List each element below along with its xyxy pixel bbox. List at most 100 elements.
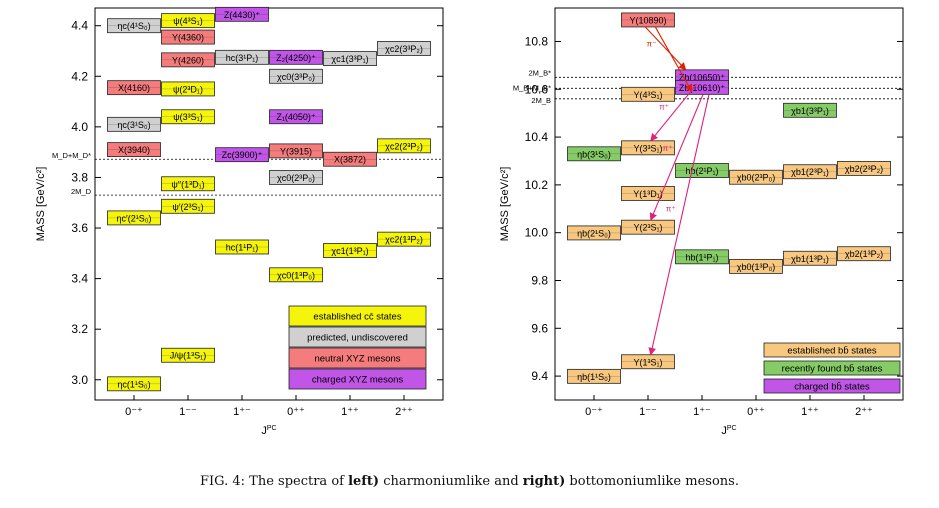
threshold-label: 2M_B* xyxy=(528,68,551,77)
state-label: χb1(3³P₁) xyxy=(791,106,829,116)
state-level: ηb(3¹S₀) xyxy=(567,146,621,162)
x-tick-label: 0⁺⁺ xyxy=(747,406,765,418)
state-box xyxy=(269,109,323,125)
x-tick-label: 2⁺⁺ xyxy=(395,406,413,418)
state-label: ηc′(2¹S₀) xyxy=(117,213,152,223)
state-label: hb(1¹P₁) xyxy=(685,252,718,262)
state-box xyxy=(161,52,215,68)
legend: established bb̄ states recently found bb̄… xyxy=(763,342,901,394)
caption-suffix: bottomoniumlike mesons. xyxy=(565,474,739,489)
state-label: ηb(1¹S₀) xyxy=(577,372,611,382)
state-box xyxy=(215,239,269,255)
state-label: χc2(1³P₂) xyxy=(385,235,423,245)
y-tick-label: 10.6 xyxy=(525,82,549,96)
state-label: χb0(1³P₀) xyxy=(737,262,775,272)
state-level: χb0(2³P₀) xyxy=(729,169,783,185)
state-label: hb(2¹P₁) xyxy=(685,166,718,176)
state-level: Zb(10610)⁺ xyxy=(675,79,729,95)
state-label: Z(4430)⁺ xyxy=(224,10,261,20)
state-box xyxy=(729,169,783,185)
x-axis-label: JPC xyxy=(721,425,736,437)
state-box xyxy=(729,258,783,274)
state-label: χc0(1³P₀) xyxy=(277,270,315,280)
state-level: Y(4260) xyxy=(161,52,215,68)
state-box xyxy=(675,249,729,265)
state-level: χb1(3³P₁) xyxy=(783,102,837,118)
state-level: Υ(10890) xyxy=(621,12,675,28)
x-tick-label: 1⁻⁻ xyxy=(639,406,657,418)
caption-bold-left: left) xyxy=(348,474,380,489)
state-label: ηb(2¹S₀) xyxy=(577,228,611,238)
state-level: χc2(3³P₂) xyxy=(377,41,431,56)
plot-frame xyxy=(94,7,444,401)
state-label: χc1(1³P₁) xyxy=(331,246,368,256)
state-level: χc2(2³P₂) xyxy=(377,138,431,154)
legend-label: established cc̄ states xyxy=(313,312,401,323)
state-level: ηc(4¹S₀) xyxy=(107,18,161,34)
state-label: X(4160) xyxy=(118,83,150,93)
state-box xyxy=(269,49,323,65)
y-tick-label: 4.4 xyxy=(71,19,88,33)
state-label: Υ(3³S₁) xyxy=(633,143,662,153)
transition-label: π⁻ xyxy=(647,39,657,48)
state-level: Z₁(4050)⁺ xyxy=(269,109,323,125)
state-box xyxy=(567,146,621,162)
state-box xyxy=(269,170,323,185)
state-label: Z₂(4250)⁺ xyxy=(276,53,316,63)
y-tick-label: 10.0 xyxy=(525,226,549,240)
legend-swatch xyxy=(288,326,427,348)
state-level: ηc′(2¹S₀) xyxy=(107,210,161,226)
x-tick-label: 2⁺⁺ xyxy=(855,406,873,418)
plot-frame xyxy=(554,7,904,401)
state-level: χc0(1³P₀) xyxy=(269,267,323,283)
y-axis-label: MASS [GeV/c²] xyxy=(499,167,511,242)
state-box xyxy=(377,41,431,56)
x-tick-label: 1⁻⁻ xyxy=(179,406,197,418)
threshold-label: 2M_B xyxy=(531,96,551,105)
state-box xyxy=(269,267,323,283)
state-label: ηc(3¹S₀) xyxy=(117,120,150,130)
state-box xyxy=(621,186,675,201)
state-label: ψ(2³D₁) xyxy=(173,84,203,94)
state-level: hb(2¹P₁) xyxy=(675,163,729,178)
transition-label: π⁺ xyxy=(663,144,673,153)
state-box xyxy=(215,6,269,22)
state-level: X(3872) xyxy=(323,151,377,167)
state-label: Υ(2³S₁) xyxy=(633,223,662,233)
state-level: hb(1¹P₁) xyxy=(675,249,729,265)
state-level: Υ(1³D₁) xyxy=(621,186,675,201)
state-box xyxy=(107,116,161,132)
state-level: ψ(3³S₁) xyxy=(161,109,215,125)
state-label: Zb(10650)⁺ xyxy=(679,72,726,82)
charmonium-panel: 3.0 3.2 3.4 3.6 3.8 4.0 4.2 4.4 MASS [GeV/c²] 0⁻⁺… xyxy=(35,6,444,437)
state-box xyxy=(161,176,215,192)
state-label: χb1(2³P₁) xyxy=(791,167,829,177)
state-box xyxy=(161,29,215,45)
legend-swatch xyxy=(763,360,901,376)
legend-swatch xyxy=(288,305,427,327)
state-level: Y(4360) xyxy=(161,29,215,45)
state-box xyxy=(215,147,269,163)
state-label: ηc(1¹S₀) xyxy=(117,379,150,389)
state-box xyxy=(621,140,675,156)
transition-label: π⁺ xyxy=(659,102,669,111)
state-level: χb0(1³P₀) xyxy=(729,258,783,274)
state-label: X(3872) xyxy=(334,155,366,165)
state-box xyxy=(377,231,431,247)
x-tick-label: 1⁺⁺ xyxy=(341,406,359,418)
state-level: Y(3915) xyxy=(269,143,323,159)
state-level: ηc(3¹S₀) xyxy=(107,116,161,132)
state-level: hc(1¹P₁) xyxy=(215,239,269,255)
threshold-label: 2M_D xyxy=(71,187,92,196)
state-level: Zc(3900)⁺ xyxy=(215,147,269,163)
state-box xyxy=(215,49,269,65)
state-level: χc0(3³P₀) xyxy=(269,68,323,84)
state-label: χc0(2³P₀) xyxy=(277,173,315,183)
transition-label: π⁺ xyxy=(666,205,676,214)
state-level: ηc(1¹S₀) xyxy=(107,376,161,392)
state-level: ηb(1¹S₀) xyxy=(567,368,621,384)
state-label: Υ(1³D₁) xyxy=(633,189,663,199)
state-level: Υ(3³S₁) xyxy=(621,140,675,156)
legend-swatch xyxy=(763,378,901,394)
caption-mid: charmoniumlike and xyxy=(379,474,523,489)
